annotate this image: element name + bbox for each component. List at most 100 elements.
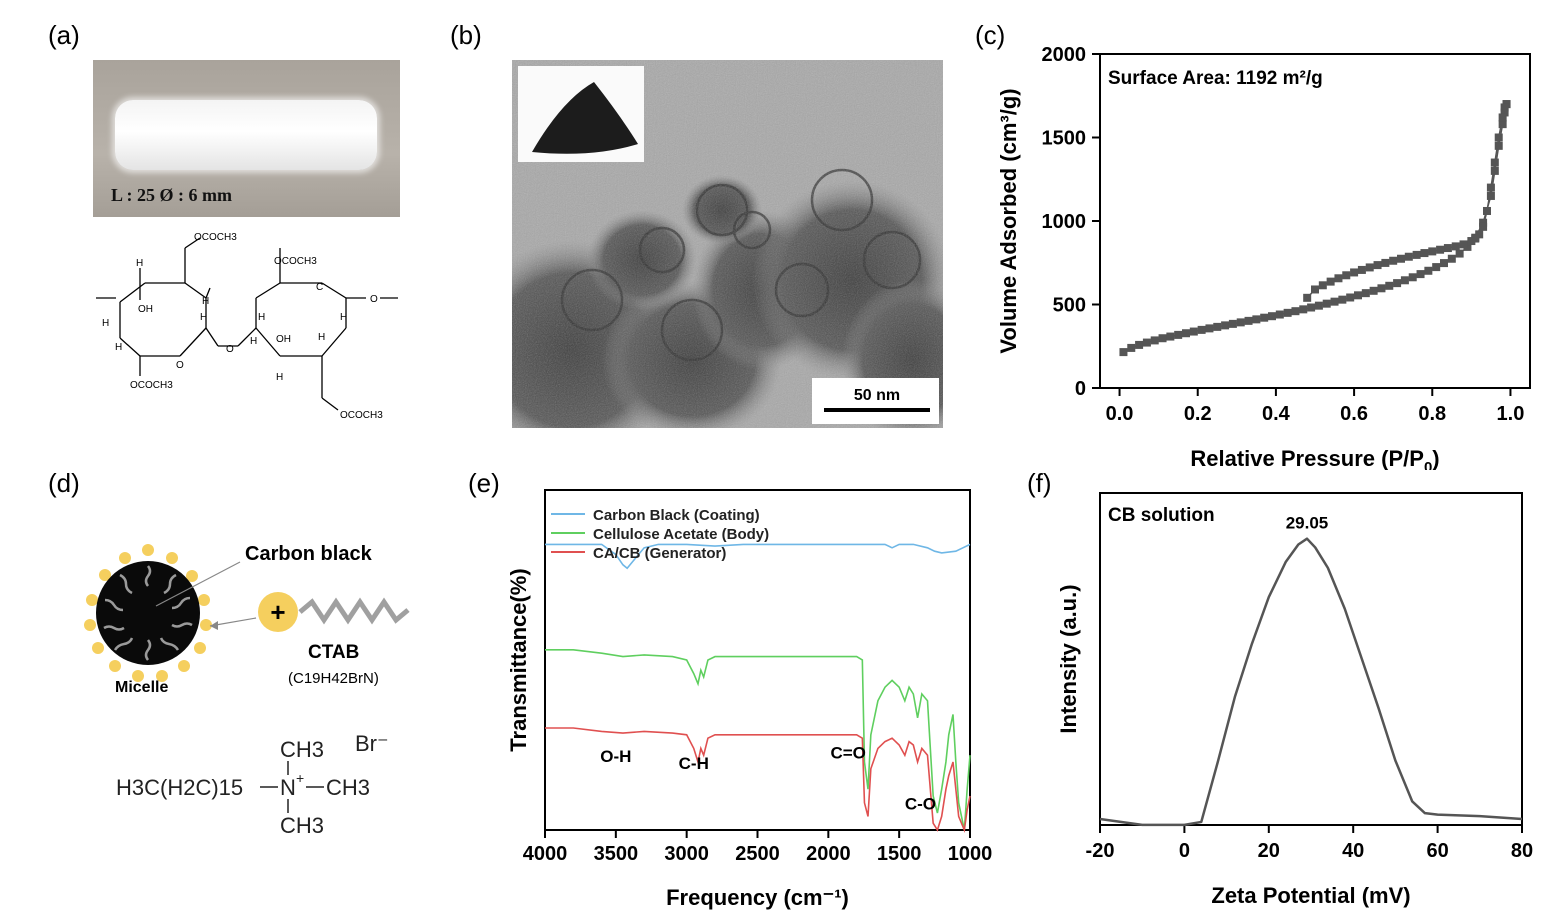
x-tick-label: 1500 — [877, 843, 922, 865]
plus-icon: + — [270, 597, 285, 627]
isotherm-point-1-22 — [1373, 261, 1382, 270]
isotherm-point-1-17 — [1412, 250, 1421, 259]
isotherm-point-0-32 — [1369, 286, 1378, 295]
isotherm-point-0-6 — [1166, 332, 1175, 341]
ctab-micelle-schematic: + Carbon black CTAB (C19H42BrN) Micelle — [84, 543, 410, 696]
struct-label-6: H — [115, 342, 122, 353]
struct-label-2: OCOCH3 — [274, 256, 317, 267]
isotherm-line-1 — [1306, 103, 1508, 299]
micelle-tails — [103, 565, 193, 661]
x-axis-label: Zeta Potential (mV) — [1211, 883, 1410, 908]
isotherm-point-1-11 — [1459, 240, 1468, 249]
isotherm-point-1-7 — [1479, 222, 1488, 231]
panel-label-a: (a) — [48, 20, 80, 50]
x-tick-label: 80 — [1511, 840, 1533, 862]
isotherm-point-0-39 — [1424, 266, 1433, 275]
formula-ch3-bottom: CH3 — [280, 813, 324, 838]
isotherm-point-0-1 — [1127, 343, 1136, 352]
struct-label-15: OH — [138, 304, 153, 315]
struct-label-17: C — [316, 282, 323, 293]
isotherm-point-0-41 — [1440, 259, 1448, 268]
isotherm-point-0-49 — [1494, 141, 1503, 150]
ctab-structural-formula: CH3 Br⁻ H3C(H2C)15 N + CH3 CH3 — [116, 731, 389, 838]
isotherm-point-0-5 — [1158, 334, 1167, 343]
struct-label-4: OCOCH3 — [340, 410, 383, 421]
x-tick-label: 0.8 — [1418, 403, 1446, 425]
struct-label-3: OCOCH3 — [130, 380, 173, 391]
plot-frame — [1099, 492, 1523, 826]
x-tick-label: 0.6 — [1340, 403, 1368, 425]
isotherm-point-1-6 — [1483, 206, 1491, 215]
isotherm-point-1-25 — [1350, 268, 1359, 277]
isotherm-point-0-21 — [1283, 308, 1292, 317]
formula-n: N — [280, 775, 296, 800]
legend-label-1: Cellulose Acetate (Body) — [593, 526, 769, 543]
isotherm-point-1-19 — [1397, 254, 1405, 263]
peak-annotation-2: C=O — [830, 744, 865, 763]
struct-label-13: H — [200, 312, 207, 323]
isotherm-point-0-3 — [1142, 338, 1151, 347]
scale-bar-label: 50 nm — [854, 387, 900, 404]
ftir-chart: 4000 3500 3000 2500 2000 1500 1000 Frequency (c… — [506, 489, 992, 910]
peak-annotation-0: O-H — [600, 747, 631, 766]
peak-label: 29.05 — [1286, 514, 1329, 533]
isotherm-point-1-3 — [1494, 133, 1503, 142]
isotherm-point-0-10 — [1197, 325, 1206, 334]
struct-label-19: O — [226, 344, 234, 355]
filter-photo: L : 25 Ø : 6 mm — [93, 60, 400, 217]
isotherm-point-1-1 — [1500, 103, 1509, 112]
isotherm-point-0-22 — [1291, 307, 1300, 316]
struct-label-8: H — [258, 312, 265, 323]
isotherm-point-1-28 — [1326, 277, 1335, 286]
ftir-series-1 — [545, 649, 971, 831]
x-tick-label: 2500 — [735, 843, 780, 865]
isotherm-point-0-33 — [1377, 284, 1386, 293]
isotherm-point-0-0 — [1119, 348, 1128, 357]
y-tick-label: 500 — [1053, 295, 1086, 317]
isotherm-line-0 — [1123, 103, 1508, 353]
isotherm-point-0-42 — [1447, 254, 1456, 263]
isotherm-point-0-17 — [1252, 315, 1261, 324]
isotherm-point-1-18 — [1404, 252, 1413, 261]
isotherm-point-1-15 — [1428, 247, 1437, 256]
isotherm-point-0-27 — [1330, 297, 1339, 306]
x-tick-label: 60 — [1426, 840, 1448, 862]
struct-label-14: H — [250, 336, 257, 347]
isotherm-point-1-26 — [1342, 271, 1351, 280]
isotherm-point-0-46 — [1479, 218, 1488, 227]
panel-label-e: (e) — [468, 468, 500, 498]
peak-annotation-3: C-O — [905, 795, 936, 814]
scale-bar-box — [812, 378, 939, 424]
cellulose-acetate-structure: OCOCH3 OCOCH3 OCOCH3 OCOCH3 H H H H H H … — [96, 232, 398, 421]
tem-image: 50 nm — [512, 60, 943, 428]
zeta-potential-chart: -20 0 20 40 60 80 Zeta Potential (mV) Intensity… — [1056, 492, 1533, 908]
struct-label-16: OH — [276, 334, 291, 345]
isotherm-point-0-38 — [1416, 270, 1425, 279]
y-axis-label: Volume Adsorbed (cm³/g) — [996, 88, 1021, 353]
ftir-series-2 — [545, 727, 971, 834]
isotherm-point-1-21 — [1381, 258, 1390, 267]
x-tick-label: 1.0 — [1497, 403, 1525, 425]
isotherm-point-0-35 — [1393, 279, 1402, 288]
y-axis-label: Intensity (a.u.) — [1056, 584, 1081, 733]
isotherm-point-0-31 — [1361, 289, 1370, 298]
isotherm-point-0-36 — [1400, 276, 1409, 285]
isotherm-point-1-24 — [1357, 265, 1366, 274]
ctab-tail-icon — [298, 597, 410, 625]
ctab-formula-label: (C19H42BrN) — [288, 670, 379, 687]
panel-label-b: (b) — [450, 20, 482, 50]
isotherm-point-1-31 — [1303, 293, 1312, 302]
filter-dimension-caption: L : 25 Ø : 6 mm — [111, 185, 232, 205]
isotherm-point-0-11 — [1205, 324, 1214, 333]
formula-ch3-top: CH3 — [280, 737, 324, 762]
isotherm-point-0-50 — [1498, 120, 1507, 129]
isotherm-point-1-20 — [1389, 256, 1398, 265]
panel-label-f: (f) — [1027, 468, 1052, 498]
micelle-head-groups — [84, 544, 212, 682]
powder-inset — [518, 66, 644, 162]
isotherm-point-0-19 — [1268, 312, 1276, 321]
isotherm-point-0-28 — [1338, 295, 1347, 304]
y-axis-label: Transmittance(%) — [506, 568, 531, 751]
isotherm-point-0-4 — [1150, 336, 1159, 345]
isotherm-point-0-13 — [1221, 321, 1230, 330]
